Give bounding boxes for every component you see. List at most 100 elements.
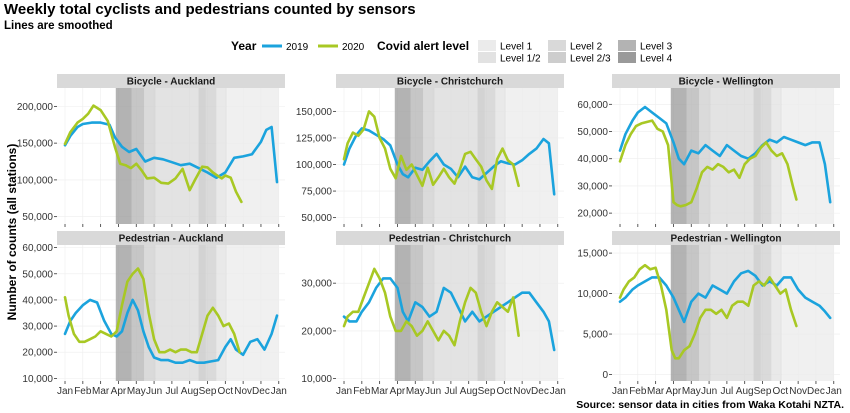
x-tick-label: Oct	[773, 386, 789, 397]
y-tick-label: 5,000	[583, 330, 608, 341]
series-line-2020	[618, 263, 798, 360]
y-tick-label: 100,000	[296, 160, 333, 171]
alert-band-level-2	[434, 88, 485, 224]
alert-band-level-3	[410, 88, 424, 224]
y-tick-label: 40,000	[22, 295, 53, 306]
alert-band-level-1	[506, 245, 558, 381]
panel-strip	[336, 74, 564, 88]
chart-title: Weekly total cyclists and pedestrians co…	[4, 1, 416, 18]
panel-title: Pedestrian - Wellington	[671, 234, 782, 245]
x-tick-label: Jan	[826, 386, 842, 397]
y-tick-label: 10,000	[22, 374, 53, 385]
y-tick-label: 0	[602, 370, 608, 381]
x-tick-label: Oct	[497, 386, 513, 397]
alert-band-level-1-2	[771, 245, 783, 381]
legend-level-level-2-3: Level 2/3	[570, 54, 611, 65]
legend-swatch-level-1	[478, 40, 496, 51]
panel-strip	[57, 74, 285, 88]
legend-year-title: Year	[231, 39, 257, 53]
panel-pedestrian-auckland: Pedestrian - Auckland 10,000 20,000 30,000 4…	[22, 231, 287, 397]
y-tick-label: 60,000	[577, 100, 608, 111]
x-tick-label: May	[682, 386, 701, 397]
x-tick-label: May	[406, 386, 425, 397]
y-tick-label: 10,000	[301, 374, 332, 385]
alert-band-level-1-2	[216, 88, 228, 224]
y-tick-label: 125,000	[296, 133, 333, 144]
x-tick-label: Feb	[353, 386, 371, 397]
x-tick-label: Mar	[371, 386, 389, 397]
alert-band-level-2-3	[753, 245, 772, 381]
y-tick-label: 30,000	[301, 279, 332, 290]
y-tick-label: 30,000	[22, 322, 53, 333]
x-tick-label: Jun	[701, 386, 717, 397]
y-tick-label: 50,000	[22, 269, 53, 280]
alert-band-level-2-3	[423, 88, 435, 224]
alert-band-level-2-3	[144, 88, 156, 224]
legend-covid-title: Covid alert level	[377, 39, 469, 53]
y-tick-label: 10,000	[577, 289, 608, 300]
x-tick-label: Apr	[390, 386, 406, 397]
x-tick-label: Apr	[666, 386, 682, 397]
y-tick-label: 15,000	[577, 249, 608, 260]
x-tick-label: Nov	[789, 386, 807, 397]
y-tick-label: 40,000	[577, 154, 608, 165]
legend-swatch-level-1-2	[478, 52, 496, 63]
alert-band-level-3	[131, 88, 145, 224]
alert-band-level-2-3	[477, 88, 496, 224]
y-tick-label: 30,000	[577, 181, 608, 192]
alert-band-level-2-3	[423, 245, 435, 381]
alert-band-level-4	[394, 88, 411, 224]
x-tick-label: Aug	[181, 386, 199, 397]
alert-band-level-2	[155, 88, 206, 224]
series-line-2019	[342, 277, 556, 352]
legend-label-2019: 2019	[286, 42, 309, 53]
legend: Year 2019 2020 Covid alert level Level 1Leve…	[231, 39, 673, 65]
x-tick-label: May	[127, 386, 146, 397]
x-tick-label: Jan	[271, 386, 287, 397]
chart-caption: Source: sensor data in cities from Waka …	[576, 399, 844, 411]
series-line-2020	[618, 119, 798, 208]
legend-level-level-1-2: Level 1/2	[500, 54, 541, 65]
x-tick-label: Sep	[478, 386, 496, 397]
alert-band-level-2-3	[699, 245, 711, 381]
y-tick-label: 50,000	[22, 212, 53, 223]
legend-swatch-level-2-3	[548, 52, 566, 63]
panel-bicycle-christchurch: Bicycle - Christchurch 50,000 75,000 100,00…	[296, 74, 564, 227]
alert-band-level-3	[410, 245, 424, 381]
x-tick-label: Jun	[425, 386, 441, 397]
x-tick-label: Jan	[612, 386, 628, 397]
alert-band-level-2	[155, 245, 206, 381]
alert-band-level-1-2	[495, 88, 507, 224]
alert-band-level-2-3	[477, 245, 496, 381]
panel-title: Bicycle - Christchurch	[397, 77, 503, 88]
x-tick-label: Dec	[252, 386, 270, 397]
legend-level-level-1: Level 1	[500, 42, 533, 53]
x-tick-label: Jan	[336, 386, 352, 397]
y-tick-label: 20,000	[301, 326, 332, 337]
y-tick-label: 50,000	[577, 127, 608, 138]
panel-bicycle-auckland: Bicycle - Auckland 50,000 100,000 150,000 20…	[17, 74, 285, 227]
alert-band-level-2-3	[144, 245, 156, 381]
alert-band-level-1-2	[216, 245, 228, 381]
y-tick-label: 20,000	[577, 209, 608, 220]
panel-strip	[612, 74, 840, 88]
series-line-2020	[63, 267, 241, 354]
y-tick-label: 75,000	[301, 187, 332, 198]
legend-level-level-2: Level 2	[570, 42, 603, 53]
series-line-2019	[342, 127, 556, 196]
y-tick-label: 20,000	[22, 348, 53, 359]
y-tick-label: 60,000	[22, 243, 53, 254]
panel-bicycle-wellington: Bicycle - Wellington 20,000 30,000 40,000 50…	[577, 74, 840, 227]
y-tick-label: 150,000	[17, 139, 54, 150]
legend-level-level-3: Level 3	[640, 42, 673, 53]
series-line-2019	[63, 121, 279, 184]
series-line-2019	[618, 105, 832, 204]
legend-label-2020: 2020	[342, 42, 365, 53]
alert-band-level-1-2	[495, 245, 507, 381]
x-tick-label: Jan	[550, 386, 566, 397]
panel-pedestrian-wellington: Pedestrian - Wellington 0 5,000 10,000 15,00…	[577, 231, 842, 397]
series-line-2019	[618, 269, 832, 324]
x-tick-label: Jun	[146, 386, 162, 397]
alert-band-level-4	[115, 245, 132, 381]
